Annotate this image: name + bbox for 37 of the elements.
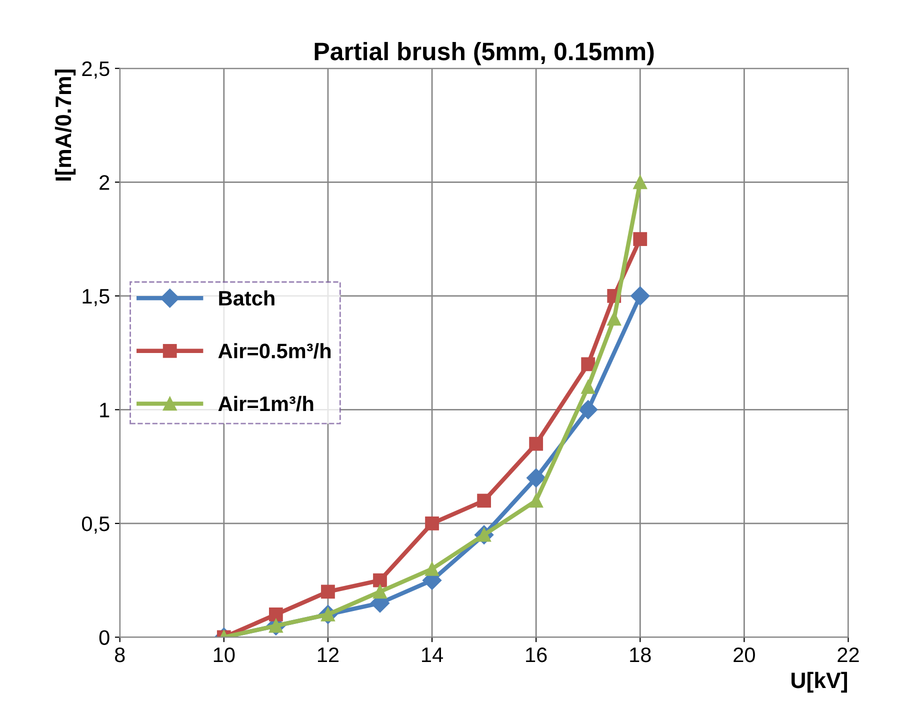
x-tick-label: 20	[734, 647, 755, 662]
x-axis-title: U[kV]	[792, 672, 847, 693]
legend-label: Air=0.5m³/h	[218, 343, 331, 359]
point	[607, 312, 622, 326]
point	[373, 584, 387, 599]
y-tick-label: 1,5	[82, 289, 110, 306]
point	[425, 562, 439, 576]
point	[321, 584, 335, 599]
point	[578, 400, 598, 420]
x-tick-label: 16	[526, 647, 547, 662]
point	[477, 494, 491, 508]
x-tick-label: 18	[630, 647, 651, 662]
chart-title: Partial brush (5mm, 0.15mm)	[314, 42, 654, 66]
point	[526, 468, 546, 488]
y-axis-title: I[mA/0.7m]	[54, 70, 76, 181]
y-tick-label: 0,5	[82, 516, 110, 534]
point	[630, 286, 650, 306]
x-tick-label: 22	[838, 647, 859, 662]
point	[373, 573, 387, 588]
point	[425, 516, 439, 530]
point	[529, 436, 544, 451]
x-tick-label: 10	[214, 647, 235, 662]
legend-label: Batch	[219, 290, 274, 306]
point	[581, 380, 596, 394]
point	[581, 357, 596, 372]
y-tick-label: 1	[100, 402, 110, 418]
y-tick-label: 0	[99, 630, 110, 645]
point	[633, 175, 648, 190]
x-tick-label: 12	[318, 647, 339, 662]
x-tick-label: 14	[422, 648, 443, 662]
point	[529, 494, 544, 508]
y-tick-label: 2	[100, 175, 110, 190]
y-tick-label: 2,5	[82, 61, 110, 79]
point	[633, 232, 648, 246]
point	[268, 608, 283, 622]
x-tick-label: 8	[114, 647, 125, 662]
legend-label: Air=1m³/h	[218, 396, 314, 412]
